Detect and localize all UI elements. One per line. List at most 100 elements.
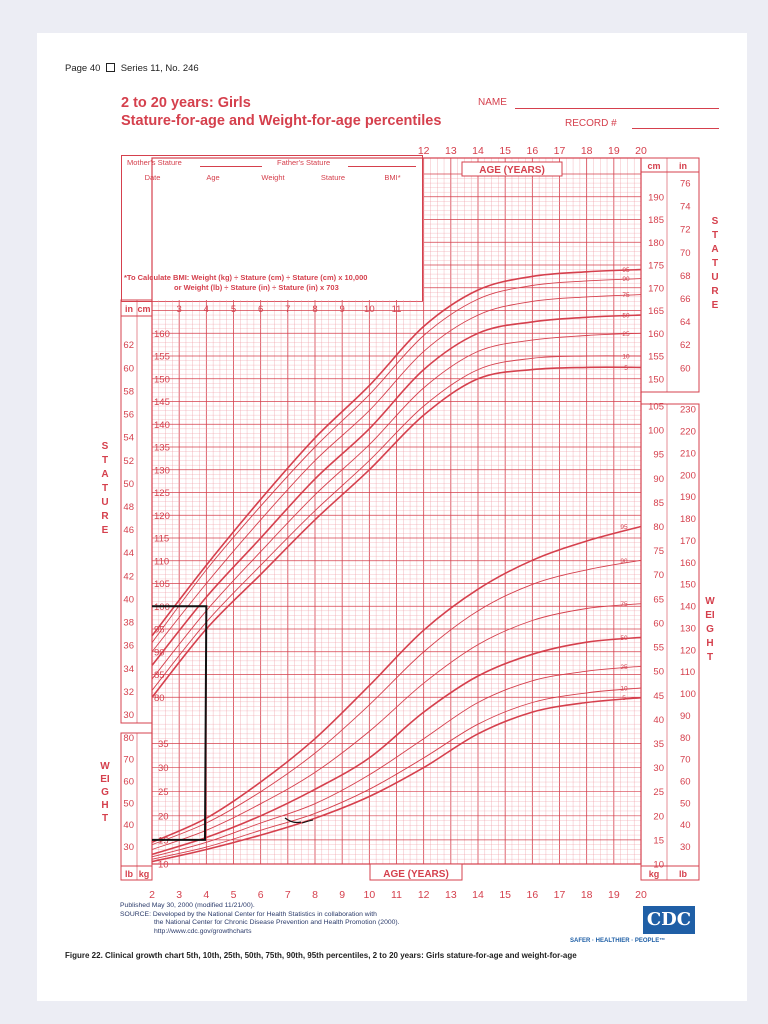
weight-kg-tick-right: 75 — [653, 546, 664, 557]
age-tick-mid: 9 — [340, 304, 345, 315]
weight-kg-tick-right: 50 — [653, 667, 664, 678]
mothers-stature-field[interactable] — [200, 166, 262, 167]
column-stature: Stature — [320, 173, 346, 182]
fathers-stature-field[interactable] — [348, 166, 416, 167]
source-line2: the National Center for Chronic Disease … — [154, 919, 400, 926]
stature-cm-tick-left: 130 — [154, 465, 170, 476]
age-tick-top: 18 — [581, 145, 593, 157]
age-label-box-bottom — [369, 863, 463, 881]
weight-lb-tick-right: 140 — [680, 602, 696, 613]
age-tick-bottom: 6 — [258, 889, 264, 901]
stature-cm-tick-left: 85 — [154, 670, 165, 681]
age-tick-mid: 10 — [364, 304, 375, 315]
stature-percentile-label: 95 — [622, 267, 630, 274]
stature-in-tick-right: 64 — [680, 317, 691, 328]
source-line1: SOURCE: Developed by the National Center… — [120, 910, 377, 918]
page-number: Page 40 — [65, 63, 101, 74]
age-tick-top: 12 — [418, 145, 430, 157]
stature-in-tick-right: 70 — [680, 248, 691, 259]
weight-kg-tick-right: 65 — [653, 594, 664, 605]
stature-in-tick-left: 34 — [123, 664, 134, 675]
age-tick-mid: 6 — [258, 304, 263, 315]
stature-curve-p25 — [151, 332, 642, 680]
age-tick-bottom: 8 — [312, 889, 318, 901]
stature-cm-tick-left: 160 — [154, 329, 170, 340]
age-tick-top: 20 — [635, 145, 647, 157]
weight-lb-tick-right: 230 — [680, 405, 696, 416]
weight-percentile-label: 75 — [620, 601, 628, 608]
name-field[interactable] — [515, 108, 719, 109]
age-tick-bottom: 19 — [608, 889, 620, 901]
stature-in-tick-left: 54 — [123, 433, 134, 444]
chart-title-line2: Stature-for-age and Weight-for-age perce… — [121, 113, 442, 129]
weight-percentile-label: 95 — [620, 524, 628, 531]
weight-kg-tick-right: 10 — [653, 860, 664, 871]
record-field[interactable] — [632, 128, 719, 129]
stature-in-tick-left: 56 — [123, 410, 134, 421]
weight-lb-tick-right: 100 — [680, 689, 696, 700]
age-label-box-top — [461, 161, 563, 177]
weight-lb-tick-right: 210 — [680, 448, 696, 459]
stature-cm-tick-left: 95 — [154, 625, 165, 636]
weight-lb-tick-left: 70 — [123, 755, 134, 766]
weight-lb-tick-left: 80 — [123, 733, 134, 744]
weight-lb-tick-left: 50 — [123, 798, 134, 809]
weight-percentile-label: 10 — [620, 686, 628, 693]
column-bmi: BMI* — [384, 173, 401, 182]
stature-curve-p75 — [151, 294, 642, 653]
weight-kg-tick-right: 70 — [653, 570, 664, 581]
weight-kg-tick-left: 30 — [158, 763, 169, 774]
weight-kg-tick-left: 35 — [158, 739, 169, 750]
weight-kg-tick-left: 10 — [158, 860, 169, 871]
age-tick-bottom: 14 — [472, 889, 484, 901]
weight-lb-tick-right: 110 — [680, 667, 695, 678]
left-weight-scale — [120, 732, 153, 881]
left-stature-scale — [120, 299, 153, 724]
weight-kg-tick-right: 80 — [653, 522, 664, 533]
stature-percentile-label: 5 — [624, 365, 628, 372]
stature-cm-tick-right: 160 — [648, 329, 664, 340]
stature-in-tick-right: 76 — [680, 178, 691, 189]
weight-lb-tick-right: 200 — [680, 470, 696, 481]
weight-lb-tick-right: 40 — [680, 820, 691, 831]
weight-lb-tick-left: 40 — [123, 820, 134, 831]
stature-in-tick-left: 40 — [123, 594, 134, 605]
weight-side-label-right: WEIGHT — [705, 596, 715, 663]
stature-in-tick-left: 58 — [123, 386, 134, 397]
unit-kg-right: kg — [649, 869, 660, 879]
age-tick-bottom: 20 — [635, 889, 647, 901]
stature-cm-tick-right: 175 — [648, 261, 664, 272]
weight-kg-tick-right: 35 — [653, 739, 664, 750]
stature-cm-tick-right: 185 — [648, 215, 664, 226]
stature-percentile-label: 75 — [622, 292, 630, 299]
percentile-curves — [151, 268, 642, 863]
age-tick-top: 15 — [499, 145, 511, 157]
stature-cm-tick-right: 180 — [648, 238, 664, 249]
source-url[interactable]: http://www.cdc.gov/growthcharts — [154, 927, 252, 935]
stature-in-tick-right: 62 — [680, 340, 691, 351]
source-block: Published May 30, 2000 (modified 11/21/0… — [120, 902, 400, 936]
stature-cm-tick-left: 155 — [154, 352, 170, 363]
unit-cm-left: cm — [137, 304, 150, 314]
cdc-logo: CDC — [643, 906, 695, 934]
age-tick-bottom: 7 — [285, 889, 291, 901]
weight-kg-tick-right: 100 — [648, 426, 664, 437]
weight-lb-tick-left: 60 — [123, 777, 134, 788]
stature-cm-tick-left: 90 — [154, 647, 165, 658]
stature-cm-tick-left: 140 — [154, 420, 170, 431]
unit-lb-left: lb — [125, 869, 134, 879]
stature-curve-p95 — [151, 268, 642, 637]
weight-kg-tick-right: 15 — [653, 835, 664, 846]
age-tick-bottom: 16 — [526, 889, 538, 901]
hand-drawn-bracket — [152, 605, 208, 841]
weight-kg-tick-right: 45 — [653, 691, 664, 702]
name-label: NAME — [478, 97, 507, 108]
stature-cm-tick-left: 135 — [154, 443, 170, 454]
record-label: RECORD # — [565, 118, 617, 129]
stature-in-tick-left: 44 — [123, 548, 134, 559]
stature-cm-tick-left: 145 — [154, 397, 170, 408]
stature-in-tick-left: 60 — [123, 363, 134, 374]
weight-lb-tick-right: 80 — [680, 733, 691, 744]
weight-kg-tick-right: 95 — [653, 450, 664, 461]
